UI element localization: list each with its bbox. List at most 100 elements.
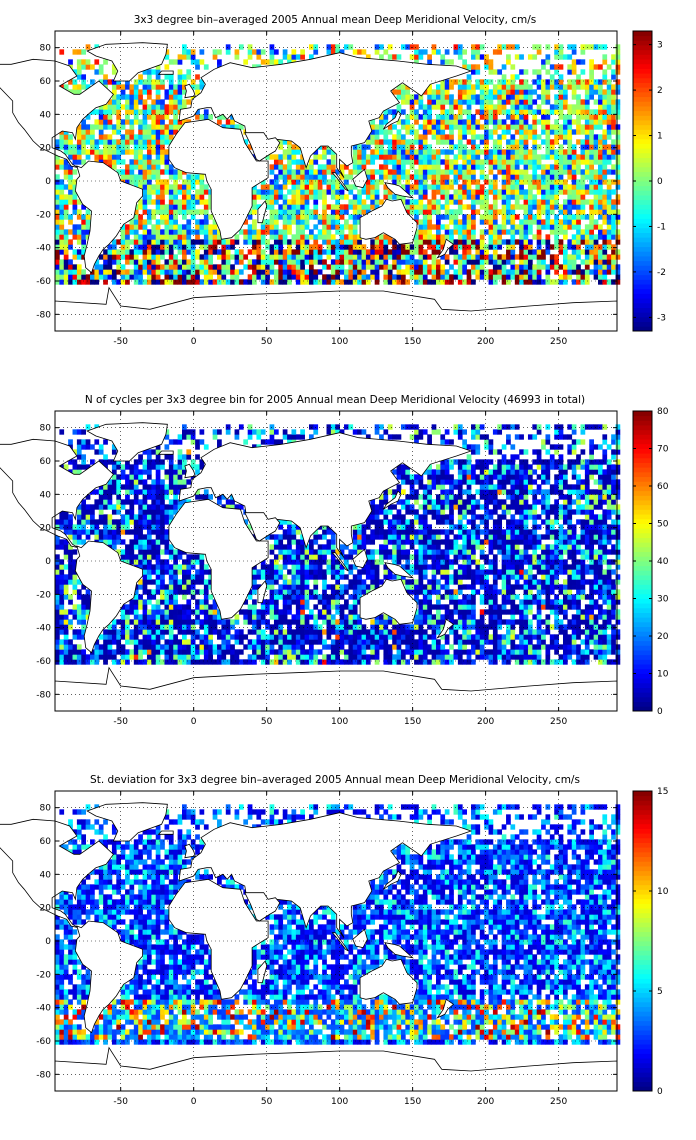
data-cell	[138, 239, 143, 245]
data-cell	[506, 174, 511, 180]
data-cell	[615, 249, 621, 255]
data-cell	[383, 159, 389, 165]
data-cell	[589, 209, 594, 215]
data-cell	[593, 84, 599, 90]
data-cell	[243, 634, 249, 640]
data-cell	[606, 159, 612, 165]
data-cell	[567, 84, 573, 90]
data-cell	[85, 124, 91, 130]
data-cell	[304, 174, 310, 180]
data-cell	[94, 69, 100, 75]
data-cell	[576, 79, 581, 85]
data-cell	[164, 154, 170, 160]
data-cell	[107, 139, 113, 145]
data-cell	[151, 654, 157, 660]
data-cell	[536, 174, 542, 180]
data-cell	[177, 229, 183, 235]
data-cell	[238, 609, 244, 615]
data-cell	[203, 114, 209, 120]
data-cell	[190, 659, 196, 665]
data-cell	[471, 44, 476, 50]
data-cell	[125, 164, 130, 170]
data-cell	[182, 194, 187, 200]
data-cell	[142, 619, 148, 625]
data-cell	[352, 624, 358, 630]
data-cell	[519, 639, 524, 645]
data-cell	[584, 254, 590, 260]
data-cell	[562, 189, 568, 195]
data-cell	[133, 94, 139, 100]
data-cell	[475, 624, 481, 630]
data-cell	[527, 194, 533, 200]
data-cell	[611, 219, 616, 225]
data-cell	[98, 139, 104, 145]
data-cell	[580, 144, 586, 150]
data-cell	[125, 169, 130, 175]
data-cell	[598, 109, 603, 115]
data-cell	[431, 149, 437, 155]
data-cell	[576, 654, 581, 660]
data-cell	[383, 654, 389, 660]
data-cell	[335, 189, 340, 195]
data-cell	[453, 269, 459, 275]
data-cell	[129, 229, 135, 235]
data-cell	[602, 189, 608, 195]
data-cell	[558, 79, 564, 85]
data-cell	[589, 124, 594, 130]
data-cell	[59, 644, 65, 650]
data-cell	[103, 269, 108, 275]
data-cell	[317, 649, 323, 655]
data-cell	[142, 129, 148, 135]
data-cell	[457, 239, 463, 245]
data-cell	[396, 249, 402, 255]
data-cell	[238, 44, 244, 50]
data-cell	[488, 619, 494, 625]
data-cell	[392, 619, 397, 625]
data-cell	[146, 179, 152, 185]
data-cell	[602, 129, 608, 135]
data-cell	[203, 629, 209, 635]
data-cell	[418, 164, 424, 170]
data-cell	[466, 129, 472, 135]
data-cell	[151, 639, 157, 645]
data-cell	[155, 619, 161, 625]
data-cell	[238, 124, 244, 130]
data-cell	[536, 199, 542, 205]
data-cell	[168, 629, 174, 635]
data-cell	[606, 109, 612, 115]
data-cell	[217, 274, 222, 280]
data-cell	[190, 214, 196, 220]
data-cell	[221, 659, 227, 665]
data-cell	[435, 179, 441, 185]
data-cell	[422, 279, 428, 285]
data-cell	[182, 249, 187, 255]
data-cell	[348, 169, 354, 175]
data-cell	[282, 174, 288, 180]
data-cell	[523, 124, 529, 130]
data-cell	[440, 224, 446, 230]
data-cell	[484, 84, 489, 90]
data-cell	[142, 609, 148, 615]
data-cell	[576, 164, 581, 170]
data-cell	[567, 219, 573, 225]
data-cell	[418, 49, 424, 55]
data-cell	[523, 159, 529, 165]
data-cell	[444, 94, 450, 100]
data-cell	[584, 214, 590, 220]
data-cell	[335, 244, 340, 250]
data-cell	[278, 649, 284, 655]
data-cell	[326, 634, 332, 640]
data-cell	[304, 659, 310, 665]
data-cell	[208, 244, 213, 250]
data-cell	[129, 94, 135, 100]
data-cell	[365, 639, 371, 645]
data-cells	[55, 424, 621, 665]
data-cell	[72, 234, 78, 240]
data-cell	[580, 209, 586, 215]
data-cell	[313, 254, 319, 260]
data-cell	[580, 214, 586, 220]
data-cell	[554, 69, 559, 75]
data-cell	[155, 264, 161, 270]
data-cell	[63, 184, 69, 190]
data-cell	[142, 249, 148, 255]
